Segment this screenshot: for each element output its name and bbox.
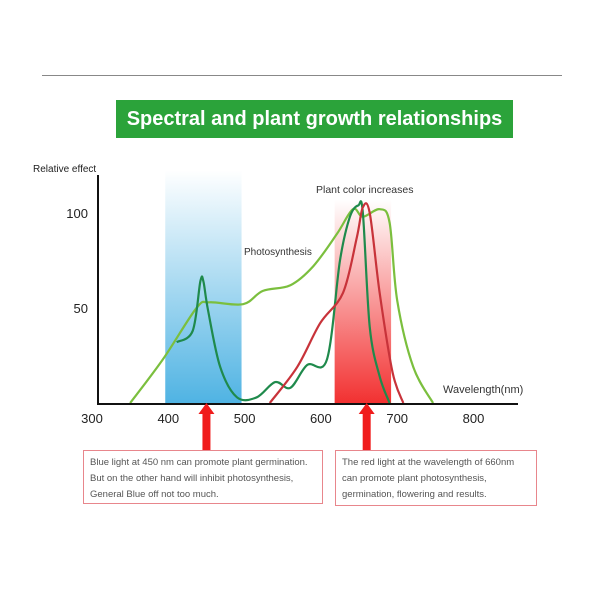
series-chlorophyll — [176, 200, 391, 404]
plant-color-label: Plant color increases — [316, 184, 413, 196]
y-tick-label: 100 — [66, 206, 88, 221]
note-line: The red light at the wavelength of 660nm — [342, 457, 515, 468]
note-line: General Blue off not too much. — [90, 489, 219, 500]
note-line: germination, flowering and results. — [342, 489, 487, 500]
x-tick-label: 500 — [234, 411, 256, 426]
x-tick-label: 700 — [386, 411, 408, 426]
x-axis-label: Wavelength(nm) — [443, 384, 523, 396]
note-line: can promote plant photosynthesis, — [342, 473, 487, 484]
photosynthesis-label: Photosynthesis — [244, 247, 312, 258]
chart-title: Spectral and plant growth relationships — [116, 100, 513, 138]
series-plant-color-increases — [268, 202, 405, 404]
red-band — [334, 200, 392, 404]
arrow-up-icon — [198, 403, 215, 450]
divider — [42, 75, 562, 76]
y-axis-label: Relative effect — [33, 164, 96, 175]
red-light-note: The red light at the wavelength of 660nm… — [335, 450, 537, 506]
note-line: But on the other hand will inhibit photo… — [90, 473, 294, 484]
blue-light-note: Blue light at 450 nm can promote plant g… — [83, 450, 323, 504]
note-line: Blue light at 450 nm can promote plant g… — [90, 457, 308, 468]
series-photosynthesis — [129, 207, 435, 404]
x-tick-label: 600 — [310, 411, 332, 426]
x-tick-label: 400 — [157, 411, 179, 426]
arrow-up-icon — [358, 403, 375, 450]
y-tick-label: 50 — [74, 301, 88, 316]
x-tick-label: 800 — [463, 411, 485, 426]
x-tick-label: 300 — [81, 411, 103, 426]
